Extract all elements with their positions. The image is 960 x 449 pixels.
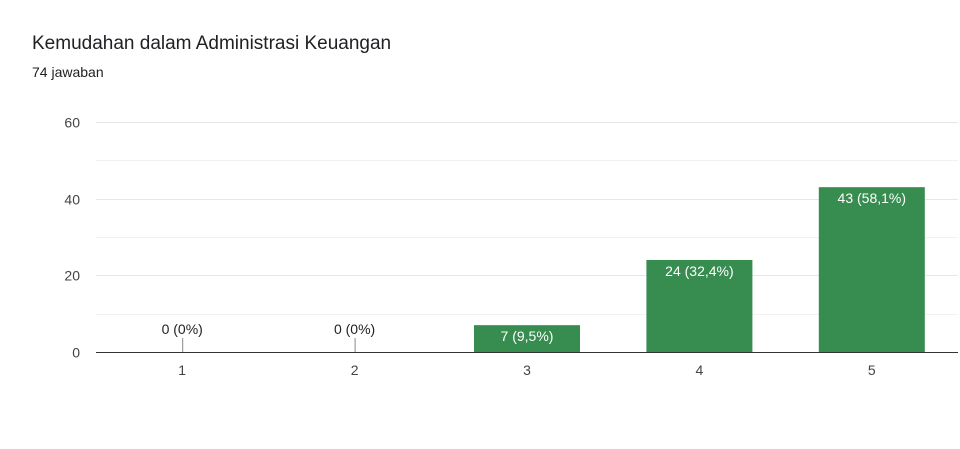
x-axis-ticks: 1 2 3 4 5 [178, 362, 876, 378]
y-tick-label: 20 [64, 268, 80, 284]
bars [474, 187, 925, 352]
x-tick-label: 1 [178, 362, 186, 378]
x-tick-label: 5 [868, 362, 876, 378]
bar [818, 187, 925, 352]
chart-title: Kemudahan dalam Administrasi Keuangan [32, 33, 392, 54]
response-count: 74 jawaban [32, 64, 104, 80]
y-tick-label: 60 [64, 115, 80, 131]
data-label: 7 (9,5%) [501, 328, 554, 344]
data-label: 0 (0%) [334, 321, 375, 337]
x-tick-label: 3 [523, 362, 531, 378]
grid-lines [96, 122, 958, 315]
data-label: 24 (32,4%) [665, 263, 733, 279]
y-tick-label: 40 [64, 192, 80, 208]
data-label: 0 (0%) [162, 321, 203, 337]
data-label: 43 (58,1%) [838, 190, 906, 206]
x-tick-label: 4 [696, 362, 704, 378]
y-axis-ticks: 0 20 40 60 [64, 115, 80, 361]
bar [646, 260, 753, 352]
bar [474, 325, 580, 352]
x-tick-label: 2 [351, 362, 359, 378]
data-labels: 0 (0%) 0 (0%) 7 (9,5%) 24 (32,4%) 43 (58,1%) [162, 190, 906, 352]
y-tick-label: 0 [72, 345, 80, 361]
